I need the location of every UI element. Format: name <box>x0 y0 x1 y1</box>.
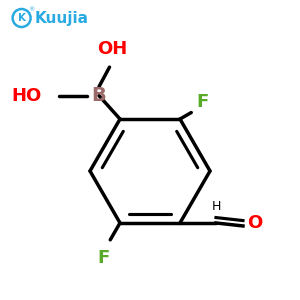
Text: Kuujia: Kuujia <box>34 11 88 26</box>
Text: K: K <box>18 13 26 23</box>
Text: B: B <box>92 86 106 105</box>
Text: F: F <box>196 92 209 110</box>
Text: F: F <box>98 249 110 267</box>
Text: OH: OH <box>98 40 128 58</box>
Text: O: O <box>248 214 263 232</box>
Text: H: H <box>211 200 221 213</box>
Text: ®: ® <box>28 7 34 12</box>
Text: HO: HO <box>12 87 42 105</box>
